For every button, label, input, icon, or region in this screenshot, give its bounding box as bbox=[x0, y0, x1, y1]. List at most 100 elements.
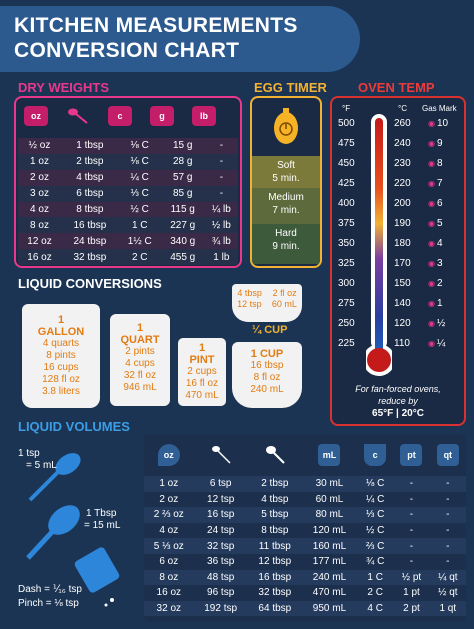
spoon-icon bbox=[66, 106, 90, 126]
oven-c-value: 170 bbox=[394, 258, 411, 269]
liquid-volume-cell: - bbox=[409, 493, 414, 505]
dash-label: Dash = ⅟₁₆ tsp bbox=[18, 584, 82, 595]
oven-c-value: 180 bbox=[394, 238, 411, 249]
quart-carton: 1 QUART 2 pints 4 cups 32 fl oz 946 mL bbox=[110, 314, 170, 406]
drop-oz-icon: oz bbox=[157, 444, 180, 466]
title-banner bbox=[0, 6, 360, 72]
quart-icon: qt bbox=[436, 444, 459, 466]
liquid-volume-cell: 2 C bbox=[367, 587, 383, 599]
egg-medium-label: Medium bbox=[268, 192, 304, 203]
dry-weight-row: 8 oz 16 tbsp 1 C 227 g ½ lb bbox=[18, 217, 238, 234]
liquid-volume-row: 16 oz 96 tsp 32 tbsp 470 mL 2 C 1 pt ½ qt bbox=[144, 585, 466, 601]
dry-weight-cell: ⅛ C bbox=[130, 140, 149, 152]
gas-mark-item: ◉ 3 bbox=[428, 258, 443, 269]
quart-line: 2 pints bbox=[125, 346, 155, 357]
liquid-volumes-table: oz mL c pt qt 1 oz 6 tsp 2 tbsp 30 mL ⅛ C--2… bbox=[144, 434, 466, 617]
oven-c-value: 220 bbox=[394, 178, 411, 189]
oven-temp-panel: °F °C Gas Mark 500 260 ◉ 10 475 240 ◉ 9 450 230 ◉ 8… bbox=[330, 96, 466, 426]
dry-weight-cell: 8 oz bbox=[30, 219, 49, 231]
oven-f-value: 500 bbox=[338, 118, 355, 129]
liquid-volume-cell: - bbox=[446, 556, 450, 568]
dry-weights-icons: oz c g lb bbox=[24, 106, 216, 126]
quarter-cup-a2: 2 fl oz bbox=[272, 288, 297, 298]
gallon-title-2: GALLON bbox=[37, 326, 85, 338]
liquid-volume-cell: - bbox=[409, 556, 414, 568]
dry-weight-cell: 2 oz bbox=[30, 172, 49, 184]
dry-weight-cell: 16 oz bbox=[27, 251, 52, 263]
quarter-cup-label: ¼ CUP bbox=[252, 324, 288, 336]
liquid-volume-cell: 12 tsp bbox=[207, 493, 235, 505]
oven-f-value: 250 bbox=[338, 318, 355, 329]
quart-line: 32 fl oz bbox=[123, 370, 157, 381]
liquid-volume-cell: - bbox=[409, 509, 414, 521]
liquid-volume-cell: - bbox=[446, 525, 450, 537]
gas-mark-item: ◉ ½ bbox=[428, 318, 445, 329]
flame-icon: ◉ bbox=[428, 219, 435, 228]
gallon-title-1: 1 bbox=[57, 314, 65, 326]
gas-mark-value: ¼ bbox=[436, 338, 446, 349]
liquid-volumes-heading: LIQUID VOLUMES bbox=[18, 419, 130, 434]
egg-soft-label: Soft bbox=[277, 160, 295, 171]
oven-f-value: 275 bbox=[338, 298, 355, 309]
liquid-volume-cell: 8 oz bbox=[159, 571, 179, 583]
gas-mark-value: 7 bbox=[436, 178, 443, 189]
liquid-volume-cell: 30 mL bbox=[315, 478, 344, 490]
dry-weight-cell: ¾ lb bbox=[211, 235, 231, 247]
liquid-volume-cell: 32 tbsp bbox=[258, 587, 292, 599]
gas-mark-value: 3 bbox=[436, 258, 443, 269]
gas-mark-value: 2 bbox=[436, 278, 443, 289]
oven-c-value: 190 bbox=[394, 218, 411, 229]
liquid-volume-cell: 1 pt bbox=[403, 587, 420, 599]
dry-weight-row: 1 oz 2 tbsp ⅛ C 28 g - bbox=[18, 153, 238, 170]
liquid-volume-cell: 4 tbsp bbox=[261, 493, 289, 505]
dry-weight-cell: 2 tbsp bbox=[76, 156, 104, 168]
tbsp-label: 1 Tbsp bbox=[86, 508, 117, 519]
liquid-volume-cell: - bbox=[446, 509, 450, 521]
liquid-volume-cell: ½ C bbox=[365, 525, 385, 537]
dry-weight-cell: 2 C bbox=[131, 251, 148, 263]
page-title: KITCHEN MEASUREMENTS CONVERSION CHART bbox=[14, 13, 298, 63]
liquid-volume-cell: ⅛ C bbox=[365, 478, 385, 490]
liquid-volume-cell: 5 ⅓ oz bbox=[153, 540, 184, 552]
liquid-volume-cell: 6 tsp bbox=[209, 478, 232, 490]
pint-icon: pt bbox=[400, 444, 423, 466]
gas-mark-value: ½ bbox=[436, 318, 446, 329]
oven-c-value: 110 bbox=[394, 338, 410, 349]
liquid-volume-cell: ¾ C bbox=[365, 556, 385, 568]
dry-weight-row: 3 oz 6 tbsp ⅓ C 85 g - bbox=[18, 185, 238, 202]
liquid-volume-cell: 12 tbsp bbox=[258, 556, 292, 568]
measuring-spoons-illustration bbox=[26, 453, 120, 607]
liquid-volume-cell: 470 mL bbox=[312, 587, 347, 599]
liquid-volume-cell: 6 oz bbox=[159, 556, 179, 568]
liquid-volume-cell: 11 tbsp bbox=[258, 540, 291, 552]
fahrenheit-header: °F bbox=[342, 104, 351, 113]
liquid-volume-row: 2 ⅔ oz 16 tsp 5 tbsp 80 mL ⅓ C - - bbox=[144, 507, 466, 523]
cup-line: 16 tbsp bbox=[250, 360, 284, 371]
dry-weight-cell: ¼ lb bbox=[211, 204, 231, 215]
dry-weight-row: 4 oz 8 tbsp ½ C 115 g ¼ lb bbox=[18, 201, 238, 218]
liquid-volume-cell: ⅔ C bbox=[365, 540, 385, 552]
oven-f-value: 325 bbox=[338, 258, 355, 269]
dry-weight-cell: 15 g bbox=[173, 140, 193, 152]
dry-weight-cell: 12 oz bbox=[27, 235, 52, 247]
tsp-label: 1 tsp bbox=[18, 448, 40, 459]
dry-weight-cell: 227 g bbox=[170, 219, 196, 231]
dry-weight-row: 16 oz 32 tbsp 2 C 455 g 1 lb bbox=[18, 249, 238, 266]
oven-f-value: 375 bbox=[338, 218, 355, 229]
gas-mark-item: ◉ 2 bbox=[428, 278, 443, 289]
dry-weight-cell: 57 g bbox=[173, 172, 193, 184]
liquid-volume-cell: - bbox=[446, 493, 450, 505]
liquid-volume-row: 5 ⅓ oz 32 tsp 11 tbsp 160 mL ⅔ C - - bbox=[144, 538, 466, 554]
cup-icon: c bbox=[108, 106, 132, 126]
quarter-cup-measure: 4 tbsp 2 fl oz 12 tsp 60 mL bbox=[232, 284, 302, 322]
oven-f-value: 350 bbox=[338, 238, 355, 249]
teaspoon-icon bbox=[211, 445, 231, 464]
dry-weight-cell: 32 tbsp bbox=[73, 251, 107, 263]
scale-g-icon: g bbox=[150, 106, 174, 126]
oven-f-value: 450 bbox=[338, 158, 355, 169]
liquid-volume-cell: 64 tbsp bbox=[258, 603, 292, 615]
dry-weight-cell: ½ lb bbox=[211, 219, 231, 231]
scale-lb-icon: lb bbox=[192, 106, 216, 126]
pint-title-2: PINT bbox=[189, 354, 215, 366]
dry-weight-cell: 1½ C bbox=[127, 235, 152, 247]
